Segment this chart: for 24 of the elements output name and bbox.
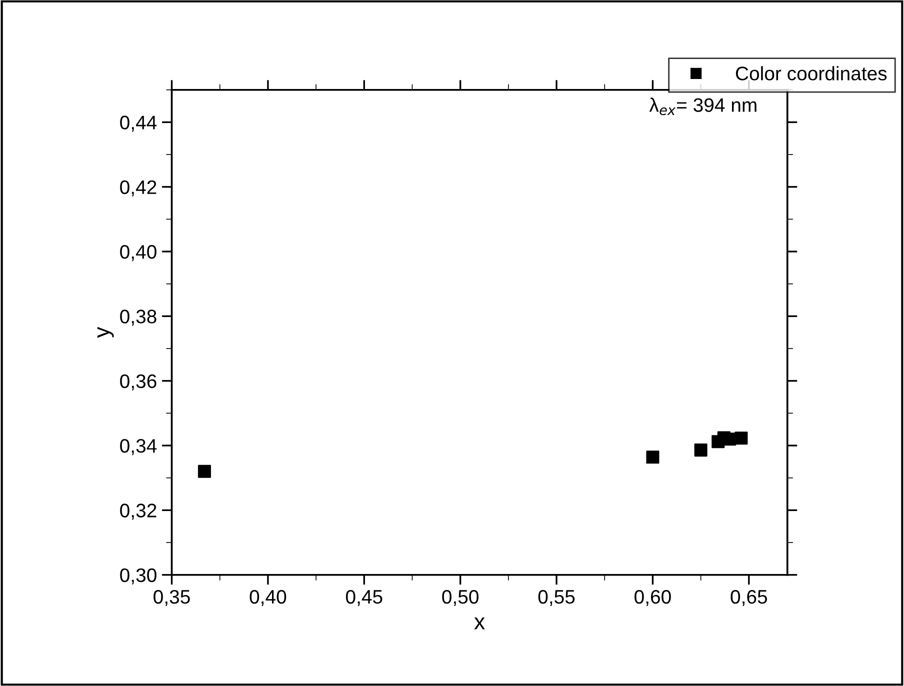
y-tick-label: 0,40: [120, 245, 156, 262]
y-tick-label: 0,34: [120, 439, 157, 456]
y-tick-label: 0,30: [120, 568, 156, 584]
y-axis-title: y: [97, 326, 114, 338]
x-tick-label: 0,50: [442, 590, 478, 606]
point: [734, 432, 748, 445]
y-tick-label: 0,42: [120, 180, 156, 196]
x-tick-label: 0,45: [346, 590, 382, 606]
point: [694, 444, 708, 457]
y-tick-label: 0,44: [120, 116, 157, 132]
x-tick-label: 0,60: [634, 590, 671, 606]
point: [723, 432, 736, 446]
x-tick-label: 0,55: [538, 590, 575, 606]
y-tick-label: 0,36: [120, 374, 156, 390]
point: [646, 450, 660, 464]
point: [198, 464, 211, 478]
y-tick-label: 0,38: [120, 310, 156, 326]
legend-label: Color coordinates: [736, 66, 887, 80]
x-tick-label: 0,35: [154, 590, 190, 606]
annotation: λ$_{ex}$= 394 nm: [649, 98, 756, 116]
x-tick-label: 0,40: [250, 590, 286, 606]
y-tick-label: 0,32: [120, 504, 156, 520]
x-axis-title: x: [474, 617, 485, 630]
x-tick-label: 0,65: [730, 590, 768, 606]
